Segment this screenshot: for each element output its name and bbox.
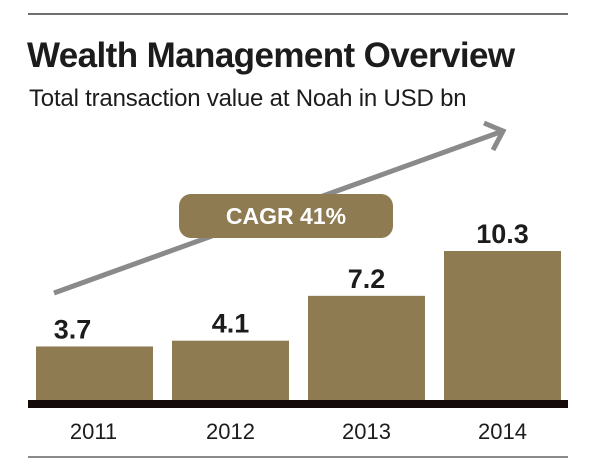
cagr-badge: CAGR 41% [179,194,393,238]
trend-arrow-head [483,120,507,152]
x-tick-label-2012: 2012 [206,419,255,444]
value-labels-group: 3.7 4.1 7.2 10.3 [54,219,529,344]
x-tick-label-2013: 2013 [342,419,391,444]
value-label-2014: 10.3 [476,219,529,249]
chart-subtitle: Total transaction value at Noah in USD b… [29,85,467,112]
bottom-divider [28,456,568,458]
cagr-badge-label: CAGR 41% [226,203,346,229]
x-tick-labels-group: 2011 2012 2013 2014 [70,419,527,444]
top-divider [28,13,568,15]
x-tick-label-2014: 2014 [478,419,527,444]
bars-group [36,251,561,402]
bar-2014 [444,251,561,402]
cagr-badge-background [179,194,393,238]
value-label-2013: 7.2 [348,264,386,294]
chart-title: Wealth Management Overview [27,36,515,75]
bar-2012 [172,340,289,402]
bar-2011 [36,346,153,402]
bar-2013 [308,295,425,402]
value-label-2012: 4.1 [212,309,250,339]
x-tick-label-2011: 2011 [70,419,117,444]
value-label-2011: 3.7 [54,314,92,344]
